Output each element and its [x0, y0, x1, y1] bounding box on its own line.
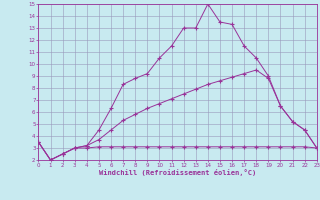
- X-axis label: Windchill (Refroidissement éolien,°C): Windchill (Refroidissement éolien,°C): [99, 169, 256, 176]
